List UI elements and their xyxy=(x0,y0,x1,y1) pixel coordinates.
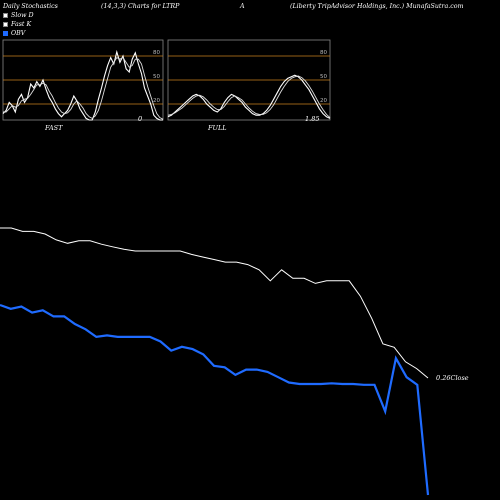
fast-value-label: 0 xyxy=(138,115,142,123)
chart-params: (14,3,3) Charts for LTRP xyxy=(101,3,180,10)
price-line xyxy=(0,227,429,379)
full-level-tick: 50 xyxy=(320,74,327,80)
legend-swatch-slow-d xyxy=(3,13,8,18)
full-series-line xyxy=(167,75,331,118)
full-level-tick: 20 xyxy=(320,98,327,104)
price-close-label: 0.26Close xyxy=(436,374,469,382)
obv-line xyxy=(0,303,430,496)
full-series-line xyxy=(167,74,331,119)
legend-swatch-fast-k xyxy=(3,22,8,27)
full-bottom-label: FULL xyxy=(207,124,227,132)
fast-level-tick: 50 xyxy=(153,74,160,80)
chart-title: Daily Stochastics xyxy=(3,3,58,10)
legend-fast-k: Fast K xyxy=(3,21,31,28)
full-level-tick: 80 xyxy=(320,50,327,56)
legend-label-obv: OBV xyxy=(11,30,26,37)
legend-swatch-obv xyxy=(3,31,8,36)
fast-series-line xyxy=(2,49,163,121)
fast-bottom-label: FAST xyxy=(44,124,63,132)
legend-slow-d: Slow D xyxy=(3,12,34,19)
exchange-code: A xyxy=(240,3,245,10)
legend-label-fast-k: Fast K xyxy=(11,21,32,28)
fast-level-tick: 20 xyxy=(153,98,160,104)
legend-obv: OBV xyxy=(3,30,25,37)
fast-level-tick: 80 xyxy=(153,50,160,56)
full-value-label: 1.85 xyxy=(305,115,319,123)
legend-label-slow-d: Slow D xyxy=(11,12,34,19)
fast-series-line xyxy=(3,57,164,120)
company-name: (Liberty TripAdvisor Holdings, Inc.) Mun… xyxy=(290,3,464,10)
